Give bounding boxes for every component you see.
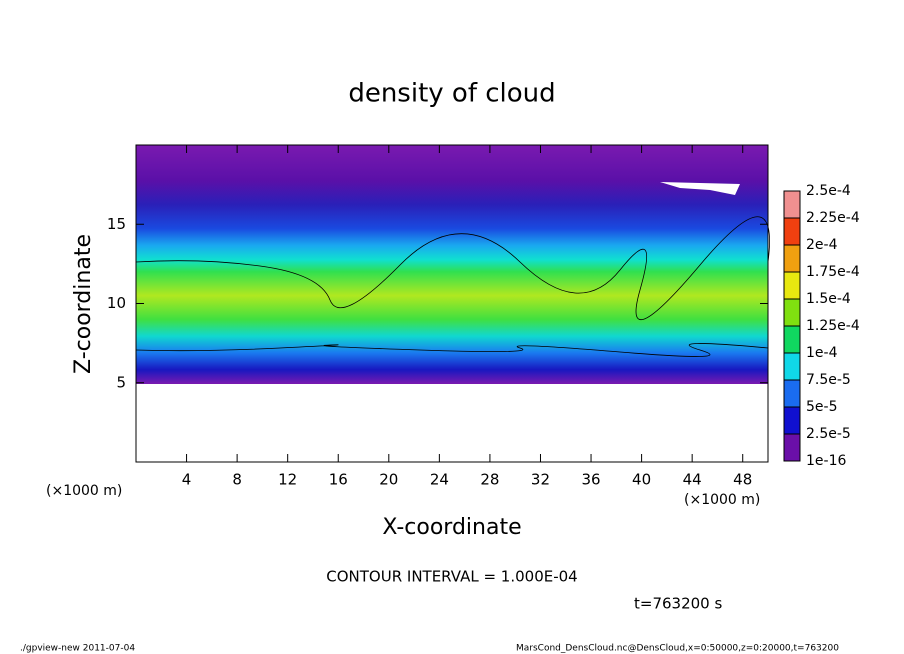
x-unit: (×1000 m) (684, 492, 760, 508)
x-tick-label: 48 (733, 471, 752, 489)
colorbar-band (784, 218, 800, 245)
x-tick-label: 40 (632, 471, 651, 489)
y-axis-label: Z-coordinate (71, 234, 96, 374)
contour-line (135, 343, 769, 357)
colorbar-label: 1.25e-4 (806, 318, 860, 334)
x-tick-label: 20 (379, 471, 398, 489)
colorbar-band (784, 353, 800, 380)
x-tick-label: 32 (531, 471, 550, 489)
colorbar-band (784, 407, 800, 434)
x-unit: (×1000 m) (46, 483, 122, 499)
chart-title: density of cloud (348, 79, 555, 109)
x-tick-label: 4 (182, 471, 192, 489)
x-tick-label: 28 (480, 471, 499, 489)
y-tick-label: 15 (107, 215, 126, 233)
x-tick-label: 44 (683, 471, 702, 489)
time-label: t=763200 s (634, 595, 722, 613)
colorbar-label: 1.5e-4 (806, 291, 851, 307)
colorbar-band (784, 191, 800, 218)
contour-line (135, 216, 770, 320)
footer: MarsCond_DensCloud.nc@DensCloud,x=0:5000… (516, 644, 839, 654)
x-tick-label: 36 (581, 471, 600, 489)
x-tick-label: 24 (430, 471, 449, 489)
x-tick-label: 8 (232, 471, 242, 489)
colorbar-label: 2.5e-5 (806, 426, 851, 442)
colorbar-label: 1e-16 (806, 453, 846, 469)
footer: ./gpview-new 2011-07-04 (20, 644, 135, 654)
colorbar-band (784, 326, 800, 353)
contour-interval: CONTOUR INTERVAL = 1.000E-04 (326, 568, 577, 586)
colorbar-band (784, 299, 800, 326)
colorbar-label: 2.5e-4 (806, 183, 851, 199)
colorbar-band (784, 380, 800, 407)
field-gap (660, 182, 740, 195)
colorbar-band (784, 272, 800, 299)
colorbar-label: 5e-5 (806, 399, 837, 415)
colorbar-label: 7.5e-5 (806, 372, 851, 388)
density-field (136, 145, 768, 384)
x-tick-label: 12 (278, 471, 297, 489)
colorbar-band (784, 434, 800, 461)
y-tick-label: 5 (116, 373, 126, 391)
colorbar-label: 2e-4 (806, 237, 838, 253)
y-tick-label: 10 (107, 294, 126, 312)
colorbar-band (784, 245, 800, 272)
x-axis-label: X-coordinate (382, 515, 521, 540)
colorbar-label: 1.75e-4 (806, 264, 860, 280)
x-tick-label: 16 (329, 471, 348, 489)
colorbar-label: 1e-4 (806, 345, 838, 361)
colorbar-label: 2.25e-4 (806, 210, 860, 226)
